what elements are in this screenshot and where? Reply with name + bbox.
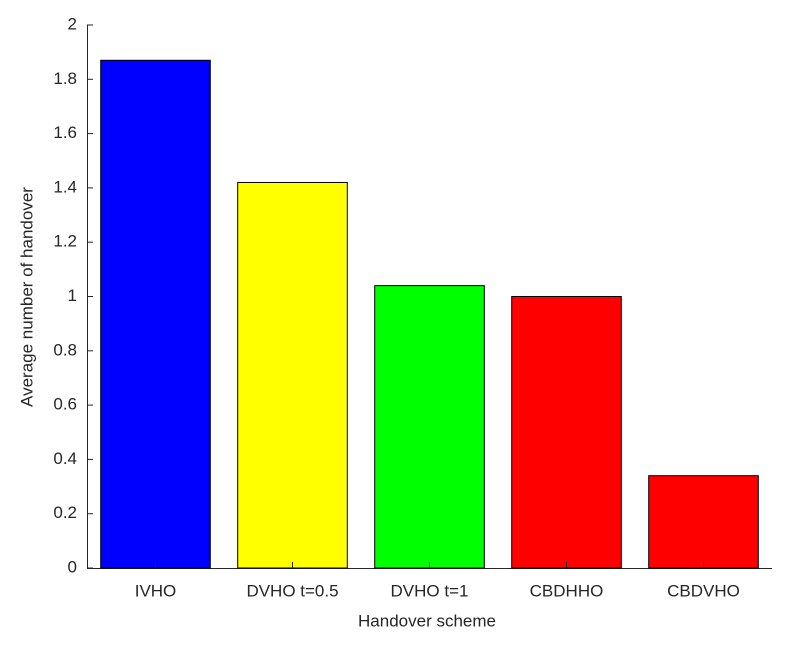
bar	[648, 475, 759, 569]
bar	[374, 285, 485, 569]
y-tick-label: 1.6	[53, 123, 77, 142]
x-tick-label: CBDVHO	[667, 581, 740, 600]
y-tick-label: 1	[68, 286, 77, 305]
y-tick-label: 0.8	[53, 340, 77, 359]
x-axis-label: Handover scheme	[358, 611, 496, 630]
x-tick-label: DVHO t=1	[391, 581, 469, 600]
bar	[237, 181, 348, 569]
y-tick-label: 1.8	[53, 69, 77, 88]
x-tick-label: DVHO t=0.5	[246, 581, 338, 600]
y-tick-label: 0	[68, 557, 77, 576]
y-tick-label: 0.4	[53, 449, 77, 468]
x-tick-label: IVHO	[135, 581, 177, 600]
y-axis-label: Average number of handover	[17, 187, 36, 407]
bar	[511, 296, 622, 569]
y-tick-label: 1.4	[53, 177, 77, 196]
y-tick-label: 2	[68, 14, 77, 33]
bar	[100, 59, 211, 569]
y-tick-label: 1.2	[53, 232, 77, 251]
x-tick-label: CBDHHO	[530, 581, 604, 600]
y-tick-label: 0.6	[53, 395, 77, 414]
y-tick-label: 0.2	[53, 503, 77, 522]
